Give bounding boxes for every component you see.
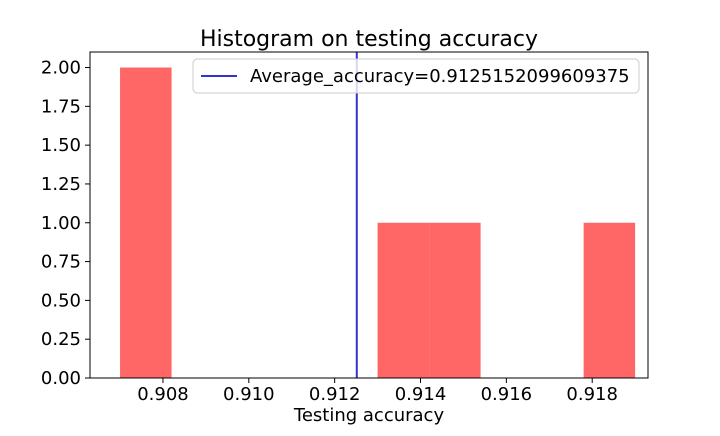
- x-tick-label: 0.908: [137, 384, 189, 405]
- histogram-bar: [377, 222, 430, 378]
- legend-label: Average_accuracy=0.9125152099609375: [250, 66, 630, 87]
- y-axis-ticks: 0.00 0.25 0.50 0.75 1.00 1.25 1.50 1.75 2.00: [41, 58, 90, 389]
- histogram-bar: [429, 222, 481, 378]
- x-tick-label: 0.910: [223, 384, 275, 405]
- x-axis-ticks: 0.908 0.910 0.912 0.914 0.916 0.918: [137, 378, 618, 405]
- y-tick-label: 1.00: [41, 213, 81, 234]
- legend-box: [192, 58, 640, 94]
- y-tick-label: 1.25: [41, 174, 81, 195]
- y-tick-label: 0.25: [41, 329, 81, 350]
- x-tick-label: 0.918: [566, 384, 618, 405]
- histogram-bar: [120, 67, 172, 379]
- x-axis-label: Testing accuracy: [293, 405, 445, 426]
- y-tick-label: 0.75: [41, 252, 81, 273]
- y-tick-label: 1.50: [41, 135, 81, 156]
- x-tick-label: 0.916: [481, 384, 533, 405]
- axes-frame: [89, 51, 649, 379]
- y-tick-label: 2.00: [41, 58, 81, 79]
- histogram-bar: [583, 222, 636, 378]
- y-tick-label: 0.00: [41, 368, 81, 389]
- x-tick-label: 0.914: [395, 384, 447, 405]
- y-tick-label: 0.50: [41, 290, 81, 311]
- y-tick-label: 1.75: [41, 96, 81, 117]
- chart-title: Histogram on testing accuracy: [200, 27, 538, 52]
- x-tick-label: 0.912: [309, 384, 361, 405]
- bars-group: [120, 67, 636, 379]
- legend: Average_accuracy=0.9125152099609375: [192, 58, 640, 94]
